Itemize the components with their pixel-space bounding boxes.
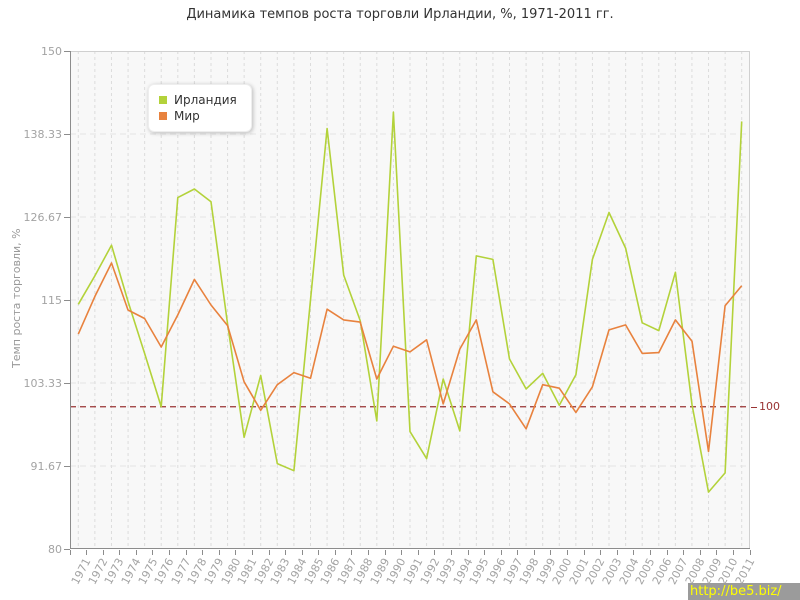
x-tick-mark [484,550,486,555]
guide-line-label: 100 [759,399,780,413]
x-tick-mark [301,550,303,555]
chart-title: Динамика темпов роста торговли Ирландии,… [186,7,614,22]
legend-label-ireland: Ирландия [174,93,237,107]
y-tick-mark [64,300,70,301]
x-tick-mark [649,550,651,555]
y-tick-mark [64,383,70,385]
x-tick-mark [135,550,137,555]
x-tick-mark [351,550,353,555]
x-tick-mark [467,550,469,555]
y-tick-mark [64,465,70,467]
series-line-ireland [77,111,743,493]
x-tick-mark [749,550,751,555]
y-tick-mark [64,216,70,218]
y-tick-label: 115 [41,294,62,307]
legend-swatch-world-icon [159,112,167,120]
x-tick-mark [318,550,320,555]
legend-swatch-ireland-icon [159,96,167,104]
x-tick-mark [169,550,170,555]
y-tick-label: 138.33 [23,128,63,142]
x-tick-mark [285,550,287,555]
x-tick-mark [235,550,237,555]
x-tick-mark [450,550,452,555]
x-tick-mark [550,550,552,555]
legend-label-world: Мир [174,109,200,123]
x-tick-mark [102,550,104,555]
x-tick-mark [401,550,403,555]
x-tick-mark [500,550,502,555]
x-tick-mark [334,550,336,555]
x-tick-mark [666,550,668,555]
x-tick-mark [434,550,436,555]
legend-item-world: Мир [159,109,237,123]
y-tick-label: 150 [41,45,62,58]
x-tick-mark [716,550,718,555]
y-tick-label: 103.33 [23,377,63,391]
y-tick-label: 91.67 [30,459,63,473]
legend-item-ireland: Ирландия [159,93,237,107]
x-tick-mark [567,550,569,555]
x-tick-mark [119,550,121,555]
x-tick-mark [69,550,71,555]
x-tick-mark [616,550,618,555]
legend: Ирландия Мир [148,84,252,132]
x-tick-mark [185,550,187,555]
plot-area: Ирландия Мир [70,51,750,549]
x-tick-mark [583,550,585,555]
x-tick-mark [699,550,701,555]
x-tick-mark [218,550,220,555]
x-tick-mark [251,550,253,555]
x-tick-mark [417,550,419,555]
x-tick-mark [152,550,154,555]
y-tick-mark [64,51,70,52]
y-tick-label: 80 [48,543,62,556]
x-tick-mark [86,550,88,555]
x-tick-mark [384,550,386,555]
series-line-world [77,262,743,453]
x-tick-mark [368,550,370,555]
x-tick-mark [683,550,685,555]
y-tick-mark [64,134,70,136]
x-tick-mark [268,550,270,555]
y-tick-label: 126.67 [23,210,63,224]
x-tick-mark [533,550,535,555]
guide-line-dash [751,406,757,408]
plot-svg [70,51,750,549]
x-tick-mark [633,550,635,555]
watermark-link[interactable]: http://be5.biz/ [688,583,800,600]
x-tick-mark [202,550,204,555]
x-tick-mark [600,550,602,555]
y-tick-mark [64,549,70,550]
x-tick-mark [732,550,734,555]
x-tick-mark [517,550,519,555]
